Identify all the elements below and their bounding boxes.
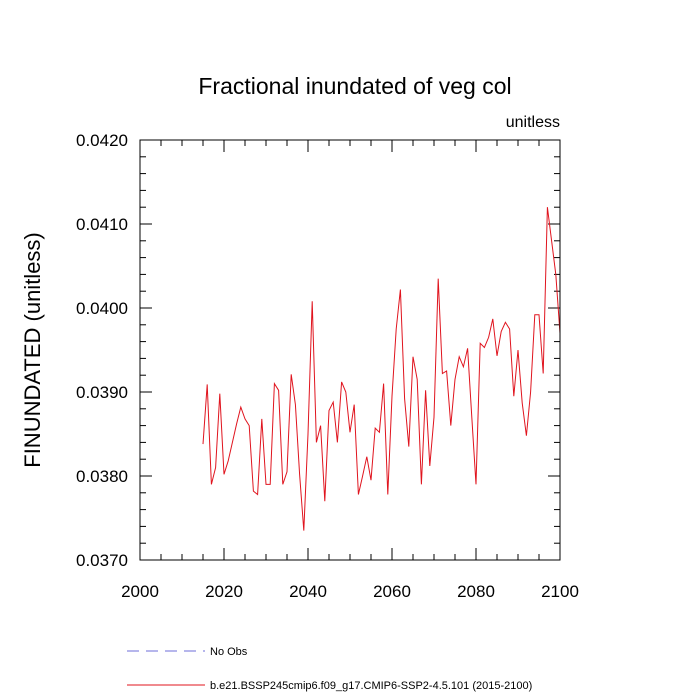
units-label: unitless [506,114,560,131]
legend-label-no-obs: No Obs [210,646,248,658]
y-tick-label: 0.0400 [76,299,128,318]
x-tick-labels: 2000 2020 2040 2060 2080 2100 [121,582,579,601]
y-tick-labels: 0.0370 0.0380 0.0390 0.0400 0.0410 0.0420 [76,131,128,570]
legend: No Obs b.e21.BSSP245cmip6.f09_g17.CMIP6-… [127,646,532,692]
series-line-0 [202,207,561,531]
legend-label-model-run: b.e21.BSSP245cmip6.f09_g17.CMIP6-SSP2-4.… [210,680,532,692]
y-tick-label: 0.0380 [76,467,128,486]
y-axis-label: FINUNDATED (unitless) [20,232,45,468]
y-tick-label: 0.0390 [76,383,128,402]
y-tick-label: 0.0410 [76,215,128,234]
chart-title: Fractional inundated of veg col [198,73,511,99]
y-tick-label: 0.0370 [76,551,128,570]
major-ticks [139,139,561,561]
x-tick-label: 2020 [205,582,243,601]
x-tick-label: 2040 [289,582,327,601]
y-tick-label: 0.0420 [76,131,128,150]
x-tick-label: 2080 [457,582,495,601]
x-tick-label: 2000 [121,582,159,601]
x-tick-label: 2100 [541,582,579,601]
x-tick-label: 2060 [373,582,411,601]
series-group [202,207,561,531]
minor-ticks [139,139,561,561]
plot-frame [139,139,561,561]
